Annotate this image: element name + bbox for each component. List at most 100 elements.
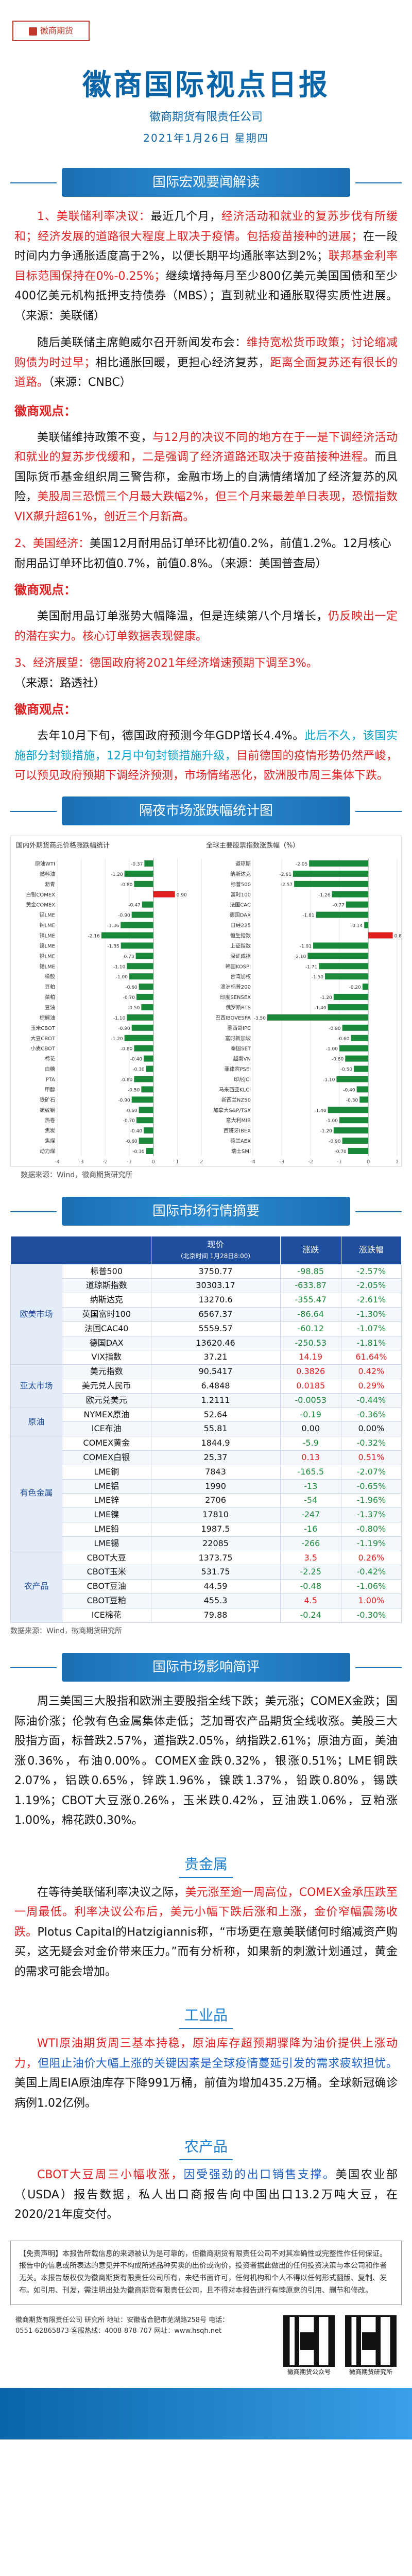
name-cell: ICE布油 [62, 1421, 151, 1437]
category-cell: 原油 [10, 1407, 62, 1437]
name-cell: LME铜 [62, 1464, 151, 1480]
header-cell [10, 1236, 151, 1265]
table-row: LME铜 7843 -165.5 -2.07% [11, 1464, 402, 1480]
change-cell: -60.12 [280, 1321, 341, 1336]
data-label: -1.26 [318, 892, 331, 897]
table-row: CBOT豆粕 455.3 4.5 1.00% [11, 1593, 402, 1608]
x-tick-label: 1 [396, 1159, 399, 1165]
table-row: 德国DAX 13620.46 -250.53 -1.81% [11, 1335, 402, 1351]
data-label: -0.30 [132, 1067, 145, 1072]
name-cell: COMEX黄金 [62, 1436, 151, 1451]
category-label: 泰国SET [231, 1045, 251, 1052]
price-cell: 13270.6 [150, 1293, 281, 1308]
bar [139, 1106, 153, 1113]
pct-cell: 0.26% [340, 1550, 402, 1566]
change-cell: -0.48 [280, 1579, 341, 1594]
data-label: -1.35 [107, 944, 119, 949]
category-label: 标普500 [231, 880, 251, 887]
change-cell: -5.9 [280, 1436, 341, 1451]
chart-box: 国内外期货商品价格涨跌幅统计 全球主要股票指数涨跌幅（%） -4 -3 -2 -1 0 1… [10, 835, 402, 1167]
quotes-table-wrap: 现价 （北京时间 1月28日8:00） 涨跌 涨跌幅 欧美市场 标普500 3750.… [0, 1236, 412, 1642]
impact-summary: 周三美国三大股指和欧洲主要股指全线下跌；美元涨；COMEX金跌；国际油价涨；伦敦… [14, 1695, 398, 1827]
name-cell: 美元兑人民币 [62, 1379, 151, 1394]
data-label: -0.50 [340, 1067, 353, 1072]
bar [124, 870, 153, 877]
highlight: CBOT大豆周三小幅收涨， [37, 2168, 184, 2182]
category-label: 棕榈油 [40, 1014, 55, 1021]
header-price: 现价 （北京时间 1月28日8:00） [150, 1236, 281, 1265]
text: 在一段时间内力争通胀适度高于2%，以便长期平均通胀率达到2%； [14, 230, 398, 263]
change-cell: 0.3826 [280, 1364, 341, 1380]
category-label: 白糖 [45, 1065, 55, 1072]
category-label: 印度SENSEX [220, 994, 251, 1001]
x-tick-label: -4 [250, 1159, 255, 1165]
x-tick-label: -2 [308, 1159, 313, 1165]
data-label: -2.10 [294, 954, 306, 959]
category-label: PTA [46, 1077, 55, 1082]
data-label: -1.36 [107, 923, 119, 928]
pct-cell: -1.19% [340, 1536, 402, 1551]
category-label: 巴西IBOVESPA [215, 1014, 251, 1021]
bar [131, 1024, 153, 1031]
price-cell: 79.88 [150, 1607, 281, 1623]
table-row: ICE布油 55.81 0.00 0.00% [11, 1421, 402, 1437]
qr-official[interactable]: 徽商期货公众号 [283, 2315, 335, 2378]
impact-section-title: 国际市场影响简评 [10, 1653, 402, 1682]
qr-label: 徽商期货研究所 [349, 2368, 392, 2376]
item-head: 3、经济展望： [14, 657, 90, 670]
x-tick-label: -4 [55, 1159, 60, 1165]
bar [136, 1116, 153, 1123]
pct-cell: -2.61% [340, 1293, 402, 1308]
bar [354, 1065, 368, 1072]
change-cell: 14.19 [280, 1350, 341, 1365]
item-head: 1、美联储利率决议： [37, 210, 151, 224]
qr-research[interactable]: 徽商期货研究所 [345, 2315, 397, 2378]
data-label: -1.91 [300, 944, 312, 949]
price-cell: 6.4848 [150, 1379, 281, 1394]
data-label: -0.47 [128, 903, 140, 908]
bar [129, 973, 153, 979]
pct-cell: -0.42% [340, 1565, 402, 1580]
name-cell: CBOT大豆 [62, 1550, 151, 1566]
table-row: CBOT玉米 531.75 -2.25 -0.42% [11, 1565, 402, 1580]
bar [144, 1127, 153, 1133]
gold-heading: 贵金属 [14, 1852, 398, 1878]
text: 美国耐用品订单涨势大幅降温，但是连续第八个月增长， [37, 610, 328, 623]
bar [325, 973, 368, 979]
industry-body: WTI原油期货周三基本持稳，原油库存超预期骤降为油价提供上涨动力，但阻止油价大幅… [14, 2034, 398, 2113]
x-tick-label: -3 [79, 1159, 84, 1165]
data-label: -1.20 [320, 1129, 333, 1134]
x-tick-label: -3 [279, 1159, 284, 1165]
text: 美国12月耐用品订单环比初值0.2%，前值1.2%。12月核心耐用品订单环比初值… [14, 537, 391, 570]
pct-cell: -2.07% [340, 1464, 402, 1480]
category-label: 马来西亚KLCI [219, 1087, 251, 1093]
category-label: 韩国KOSPI [226, 963, 251, 970]
agri-heading: 农产品 [14, 2134, 398, 2161]
text: （来源：CNBC） [48, 376, 131, 389]
bar [134, 880, 153, 887]
category-label: 越南VN [233, 1055, 251, 1062]
qr-code-icon [345, 2315, 397, 2367]
data-label: -0.30 [346, 1098, 358, 1103]
text: Plotus Capital的Hatzigiannis称，“市场更在意美联储何时… [14, 1925, 398, 1978]
bar [309, 860, 368, 867]
name-cell: LME锌 [62, 1493, 151, 1509]
price-cell: 1987.5 [150, 1521, 281, 1537]
market-change-chart: -4 -3 -2 -1 0 1 2 原油WTI -0.37 燃料油 -1.20 沥青 -0.80 白银CO… [26, 858, 401, 1165]
chart-titles: 国内外期货商品价格涨跌幅统计 全球主要股票指数涨跌幅（%） [11, 836, 401, 852]
bar [101, 932, 153, 939]
pct-cell: -1.81% [340, 1335, 402, 1351]
category-label: 沥青 [45, 880, 55, 887]
change-cell: -633.87 [280, 1278, 341, 1294]
change-cell: 3.5 [280, 1550, 341, 1566]
view-3: 去年10月下旬，德国政府预测今年GDP增长4.4%。此后不久，该国实施部分封锁措… [14, 726, 398, 786]
quotes-source: 数据来源：Wind，徽商期货研究所 [10, 1626, 123, 1635]
bar [141, 1086, 153, 1092]
price-cell: 6567.37 [150, 1307, 281, 1322]
bar [342, 1024, 368, 1031]
data-label: -0.90 [329, 1139, 341, 1144]
price-cell: 90.5417 [150, 1364, 281, 1380]
data-label: 0.85 [394, 934, 401, 939]
table-row: ICE棉花 79.88 -0.24 -0.30% [11, 1607, 402, 1623]
name-cell: 纳斯达克 [62, 1293, 151, 1308]
